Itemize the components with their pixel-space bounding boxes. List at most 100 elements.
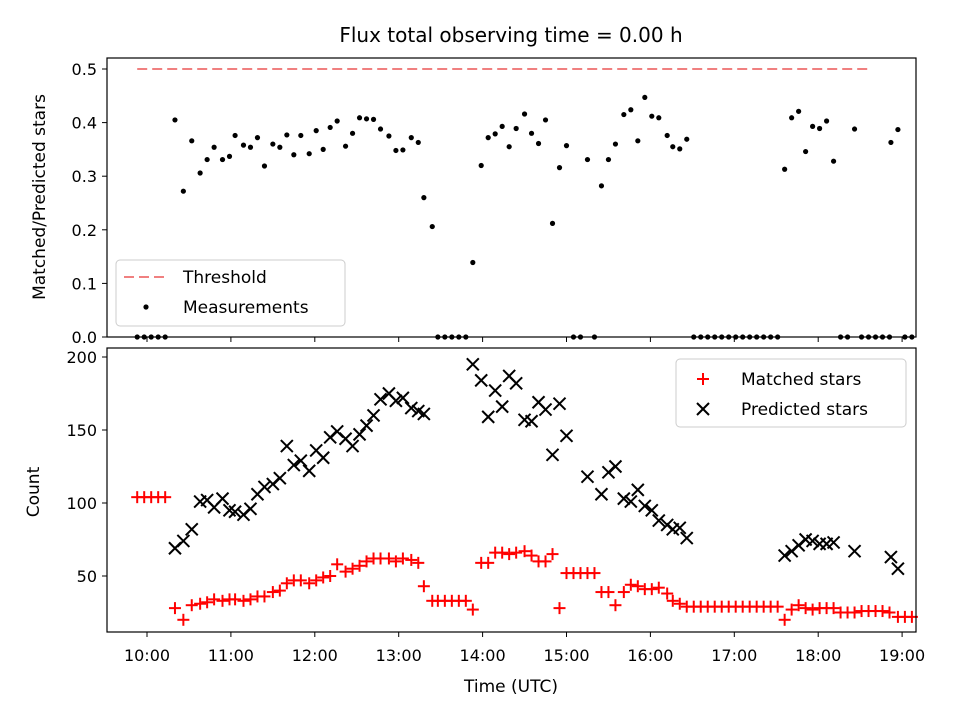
measurement-point xyxy=(232,132,238,139)
measurement-point xyxy=(656,115,662,121)
matched-star-point xyxy=(792,599,805,612)
measurement-point xyxy=(542,117,549,123)
measurement-point xyxy=(240,142,247,148)
matched-star-point xyxy=(324,570,337,582)
measurement-point xyxy=(499,123,505,129)
bottom-xtick-label: 12:00 xyxy=(292,646,338,665)
predicted-star-point xyxy=(847,544,862,558)
measurement-point xyxy=(782,166,788,172)
predicted-star-point xyxy=(215,491,230,506)
matched-star-point xyxy=(827,602,840,615)
measurement-point xyxy=(670,144,676,150)
measurement-point xyxy=(370,116,377,122)
bottom-legend: Matched stars Predicted stars xyxy=(675,358,907,428)
measurement-point xyxy=(320,146,326,152)
measurement-point xyxy=(197,170,203,176)
bottom-panel-xticks: 10:00 11:00 12:00 13:00 14:00 15:00 16:00 17:00… xyxy=(124,632,925,665)
matched-star-point xyxy=(631,580,644,593)
measurement-point xyxy=(621,111,627,118)
top-panel-yticks: 0.0 0.1 0.2 0.3 0.4 0.5 xyxy=(72,60,107,347)
measurement-point xyxy=(816,125,823,132)
matched-star-point xyxy=(382,552,395,565)
predicted-star-point xyxy=(228,505,242,519)
measurement-point xyxy=(421,195,427,201)
predicted-legend-swatch xyxy=(696,402,710,416)
measurement-point xyxy=(478,162,484,169)
predicted-star-point xyxy=(280,439,294,453)
matched-star-point xyxy=(482,556,495,569)
measurement-point xyxy=(386,133,392,139)
measurements-legend-label: Measurements xyxy=(183,298,309,318)
matched-star-point xyxy=(294,574,307,587)
measurement-point xyxy=(895,126,901,133)
measurement-point xyxy=(649,113,655,119)
measurement-point xyxy=(393,147,399,154)
top-panel-xtick-marks xyxy=(146,337,903,342)
predicted-star-point xyxy=(608,459,623,474)
predicted-star-point xyxy=(624,494,638,509)
measurement-point xyxy=(172,117,178,123)
matched-legend-label: Matched stars xyxy=(741,370,861,390)
predicted-star-point xyxy=(552,397,567,411)
predicted-star-point xyxy=(680,531,694,545)
predicted-star-point xyxy=(359,418,374,433)
predicted-star-point xyxy=(294,453,308,468)
measurement-point xyxy=(528,130,535,136)
top-ytick-label: 0.1 xyxy=(72,274,97,293)
matched-star-point xyxy=(412,556,425,569)
predicted-star-point xyxy=(645,503,659,518)
measurement-point xyxy=(270,141,276,147)
measurement-point xyxy=(584,156,591,163)
predicted-star-point xyxy=(488,383,502,398)
matched-star-point xyxy=(645,583,658,596)
measurement-point xyxy=(291,152,297,158)
measurement-point xyxy=(506,144,512,150)
measurement-point xyxy=(247,144,254,150)
measurement-point xyxy=(470,259,476,266)
matched-star-point xyxy=(624,578,637,591)
matched-star-point xyxy=(303,577,316,590)
bottom-xtick-label: 13:00 xyxy=(376,646,422,665)
matched-star-point xyxy=(244,593,257,606)
matched-star-point xyxy=(539,555,552,568)
predicted-star-point xyxy=(404,401,418,415)
bottom-xtick-label: 10:00 xyxy=(124,646,170,665)
predicted-star-point xyxy=(545,448,560,462)
measurement-point xyxy=(226,153,233,159)
matched-star-point xyxy=(280,577,293,590)
matched-star-point xyxy=(185,599,198,612)
measurement-point xyxy=(796,108,802,114)
bottom-xtick-label: 19:00 xyxy=(879,646,925,665)
measurement-point xyxy=(642,94,648,101)
matched-star-point xyxy=(346,562,359,575)
bottom-panel-ylabel: Count xyxy=(24,466,44,517)
matched-star-point xyxy=(317,571,330,584)
measurement-point xyxy=(284,132,290,138)
predicted-star-point xyxy=(884,550,898,564)
bottom-ytick-label: 100 xyxy=(66,494,97,513)
predicted-star-point xyxy=(805,534,820,548)
measurement-point xyxy=(521,111,528,117)
top-panel-frame xyxy=(106,57,917,338)
bottom-legend-box xyxy=(675,358,907,428)
matched-star-point xyxy=(661,587,674,600)
matched-star-point xyxy=(396,552,409,565)
matched-star-point xyxy=(806,603,819,616)
predicted-star-point xyxy=(373,392,388,407)
measurement-point xyxy=(513,125,519,132)
top-panel: Flux total observing time = 0.00 h Match… xyxy=(30,23,917,347)
top-ytick-label: 0.5 xyxy=(72,60,97,79)
matched-star-point xyxy=(216,594,229,607)
predicted-star-point xyxy=(891,561,905,576)
predicted-star-point xyxy=(466,357,480,372)
measurement-point xyxy=(211,144,217,150)
matched-star-point xyxy=(389,555,402,568)
measurement-point xyxy=(830,158,837,164)
bottom-ytick-label: 50 xyxy=(77,567,97,586)
measurements-legend-swatch xyxy=(143,304,149,310)
predicted-star-point xyxy=(617,491,631,506)
predicted-star-point xyxy=(777,548,792,563)
measurement-point xyxy=(313,128,319,134)
matched-star-point xyxy=(673,597,686,610)
measurement-point xyxy=(549,220,556,226)
